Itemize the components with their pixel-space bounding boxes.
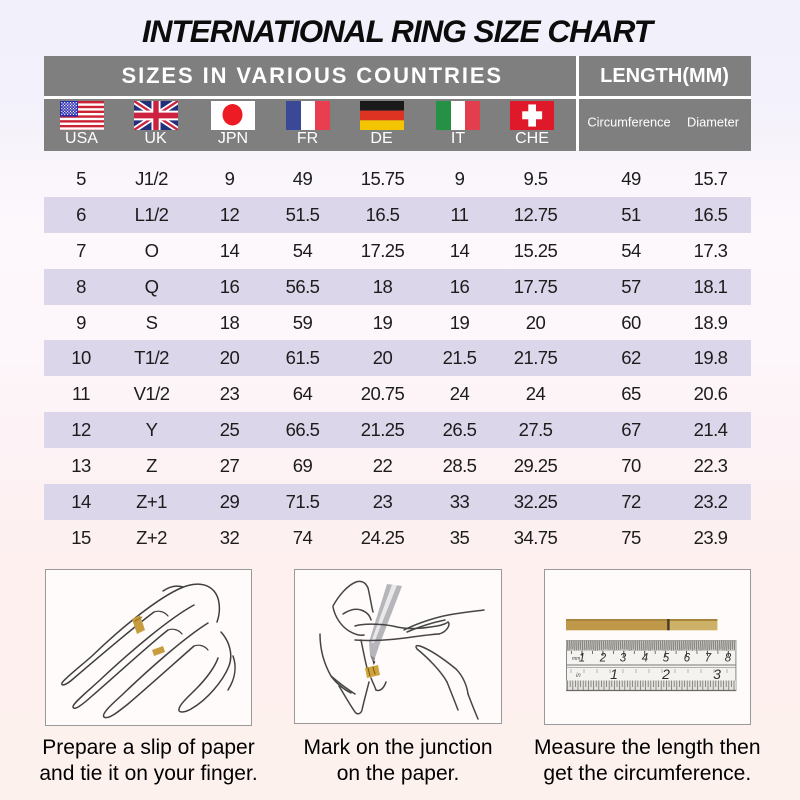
svg-text:7: 7	[704, 653, 711, 665]
svg-text:4: 4	[641, 653, 647, 665]
svg-text:6: 6	[683, 653, 690, 665]
svg-text:5: 5	[662, 653, 669, 665]
svg-text:in: in	[576, 673, 581, 679]
svg-text:2: 2	[661, 666, 670, 682]
svg-text:1: 1	[578, 653, 584, 665]
svg-text:mm: mm	[572, 656, 580, 662]
svg-text:2: 2	[598, 653, 606, 665]
svg-text:3: 3	[713, 666, 721, 682]
svg-text:3: 3	[619, 653, 626, 665]
svg-text:8: 8	[724, 653, 731, 665]
svg-text:1: 1	[610, 666, 618, 682]
